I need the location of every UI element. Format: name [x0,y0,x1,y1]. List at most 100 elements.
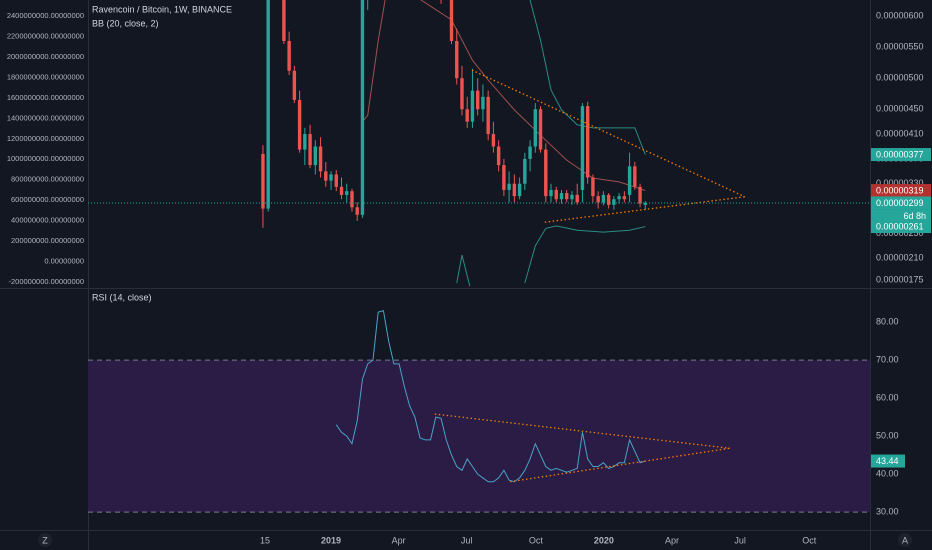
candle-body [533,109,538,147]
candle-body [512,183,517,197]
y2-tick-label: 2200000000.00000000 [7,31,84,40]
y-tick-label: 0.00000450 [876,104,924,114]
candle-body [507,183,511,190]
candle-body [565,193,569,200]
candle-body [638,186,642,204]
price-pane [88,0,870,287]
candle-body [502,165,506,190]
y-tick-label: 30.00 [876,507,899,517]
y2-tick-label: 1400000000.00000000 [7,113,84,122]
x-tick-label: Oct [802,535,817,545]
candle-body [627,166,632,195]
candle-body [544,149,548,197]
candle-body [308,134,312,166]
candle-body [465,109,469,122]
price-marker: 0.00000261 [876,221,924,231]
left-axis: 2400000000.00000000 2200000000.00000000 20… [7,11,84,286]
candle-body [355,207,359,215]
candle-body [496,146,501,166]
candle-body [261,153,265,209]
y-tick-label: 40.00 [876,468,899,478]
candle-body [517,183,522,197]
y-tick-label: 0.00000500 [876,73,924,83]
y2-tick-label: 1000000000.00000000 [7,154,84,163]
candle-body [334,174,338,187]
y2-tick-label: 2000000000.00000000 [7,52,84,61]
candle-body [622,196,627,200]
candle-body [617,196,621,200]
candle-body [303,134,307,150]
candle-body [570,194,574,200]
candle-body [596,196,600,203]
log-button[interactable]: Z [42,535,48,545]
auto-button[interactable]: A [902,535,908,545]
candle-body [339,186,344,195]
button-bg[interactable] [38,533,52,547]
candle-body [523,158,527,184]
y-tick-label: 0.00000600 [876,11,924,21]
y-tick-label: 0.00000550 [876,42,924,52]
x-tick-label: Apr [665,535,679,545]
y2-tick-label: 0.00000000 [44,257,84,266]
x-tick-label: 2019 [321,535,341,545]
candle-body [460,78,464,110]
y-tick-label: 0.00000410 [876,128,924,138]
bollinger-line [456,225,646,287]
candle-body [612,199,616,205]
x-tick-label: Apr [392,535,406,545]
candle-body [287,40,291,71]
bollinger-line [529,0,646,155]
price-marker-bg [871,148,931,162]
candle-body [491,134,496,147]
countdown-bg [871,209,931,223]
candle-body [475,90,480,110]
y2-tick-label: 1600000000.00000000 [7,93,84,102]
candle-body [292,70,297,100]
price-marker-bg [871,184,931,198]
candle-body [633,166,637,187]
x-tick-label: Oct [529,535,544,545]
indicator-label: BB (20, close, 2) [92,18,159,28]
trendline [434,413,730,449]
x-tick-label: 15 [260,535,270,545]
y2-tick-label: 2400000000.00000000 [7,11,84,20]
x-tick-label: 2020 [594,535,614,545]
candle-body [585,106,590,178]
x-tick-label: Jul [734,535,746,545]
candle-body [297,99,302,150]
pane-backgrounds [88,360,870,513]
y2-tick-label: 1800000000.00000000 [7,72,84,81]
candle-body [575,194,579,203]
y-tick-label: 60.00 [876,392,899,402]
candle-body [345,191,349,195]
y-tick-label: 0.00000175 [876,274,924,284]
candle-body [486,96,490,135]
candle-body [318,146,323,172]
rsi-title: RSI (14, close) [92,292,152,302]
candle-body [481,96,485,110]
price-marker: 0.00000299 [876,198,924,208]
candle-body [643,202,647,205]
button-bg[interactable] [898,533,912,547]
y-tick-label: 0.00000330 [876,178,924,188]
y2-tick-label: 600000000.00000000 [11,195,84,204]
x-tick-label: Jul [461,535,473,545]
price-marker: 0.00000319 [876,185,924,195]
axes: 0.00000600 0.00000550 0.00000500 0.00000450… [260,11,931,545]
y-tick-label: 0.00000210 [876,253,924,263]
candle-body [580,106,585,190]
y-tick-label: 80.00 [876,316,899,326]
rsi-pane [88,310,870,513]
candle-body [329,174,333,181]
candle-body [282,0,286,41]
rsi-band [88,360,870,513]
candle-body [324,171,328,181]
y2-tick-label: 200000000.00000000 [11,236,84,245]
y2-tick-label: 800000000.00000000 [11,175,84,184]
candle-body [538,109,543,150]
y-tick-label: 70.00 [876,354,899,364]
y2-tick-label: 1200000000.00000000 [7,134,84,143]
candle-body [350,191,354,208]
price-marker: 0.00000377 [876,149,924,159]
candle-body [549,189,553,197]
